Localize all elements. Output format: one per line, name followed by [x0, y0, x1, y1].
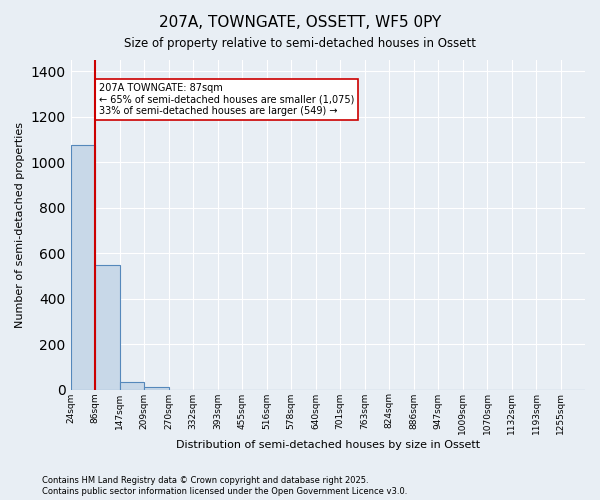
Bar: [144, 388, 169, 390]
Y-axis label: Number of semi-detached properties: Number of semi-detached properties: [15, 122, 25, 328]
Text: 207A, TOWNGATE, OSSETT, WF5 0PY: 207A, TOWNGATE, OSSETT, WF5 0PY: [159, 15, 441, 30]
Text: 207A TOWNGATE: 87sqm
← 65% of semi-detached houses are smaller (1,075)
33% of se: 207A TOWNGATE: 87sqm ← 65% of semi-detac…: [99, 82, 354, 116]
Text: Contains HM Land Registry data © Crown copyright and database right 2025.: Contains HM Land Registry data © Crown c…: [42, 476, 368, 485]
Bar: [119, 382, 144, 390]
Bar: [71, 145, 95, 390]
Text: Contains public sector information licensed under the Open Government Licence v3: Contains public sector information licen…: [42, 487, 407, 496]
Bar: [95, 265, 119, 390]
Text: Size of property relative to semi-detached houses in Ossett: Size of property relative to semi-detach…: [124, 38, 476, 51]
X-axis label: Distribution of semi-detached houses by size in Ossett: Distribution of semi-detached houses by …: [176, 440, 480, 450]
